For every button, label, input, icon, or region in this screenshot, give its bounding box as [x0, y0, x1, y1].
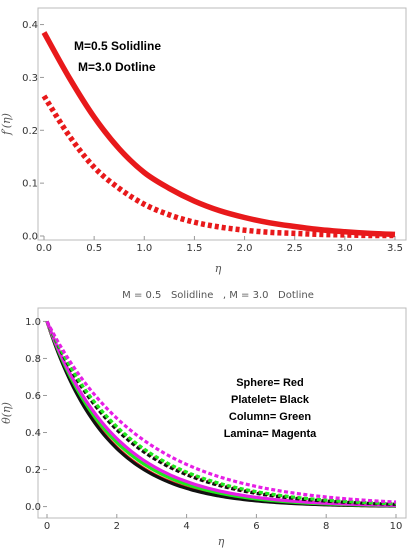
bottom-annotation-platelet: Platelet= Black	[231, 394, 310, 406]
top-x-tick-label: 3.5	[387, 243, 403, 254]
top-x-axis-label: η	[215, 262, 222, 275]
bottom-y-tick-label: 0.6	[25, 391, 41, 402]
bottom-chart: M = 0.5 Solidline , M = 3.0 Dotline 0 2 4 6…	[0, 290, 407, 548]
top-x-tick-label: 1.0	[136, 243, 152, 254]
bottom-y-tick-label: 0.8	[25, 354, 41, 365]
top-y-axis-label: f′(η)	[0, 113, 13, 136]
bottom-plot-frame	[37, 307, 407, 519]
top-x-tick-label: 0.5	[86, 243, 102, 254]
bottom-y-tick-label: 0.0	[25, 502, 41, 513]
top-annotation-solid: M=0.5 Solidline	[74, 39, 161, 53]
top-x-tick-label: 0.0	[36, 243, 52, 254]
bottom-y-tick-label: 1.0	[25, 317, 41, 328]
top-y-tick-label: 0.2	[22, 126, 38, 137]
top-series-0-solid-line	[41, 31, 396, 238]
top-x-tick-label: 2.0	[237, 243, 253, 254]
bottom-y-axis-label: θ(η)	[0, 402, 13, 424]
top-x-tick-label: 1.5	[186, 243, 202, 254]
bottom-annotation-column: Column= Green	[229, 411, 311, 423]
bottom-x-tick-label: 2	[114, 521, 120, 532]
bottom-x-tick-label: 8	[323, 521, 329, 532]
top-y-tick-label: 0.0	[22, 232, 38, 243]
bottom-series-3-solid-line	[45, 320, 397, 507]
bottom-series-7-dotted-line	[45, 320, 397, 504]
bottom-x-axis-label: η	[218, 535, 225, 548]
bottom-x-tick-label: 4	[183, 521, 189, 532]
top-annotation-dot: M=3.0 Dotline	[78, 60, 156, 74]
bottom-annotation-lamina: Lamina= Magenta	[224, 428, 317, 440]
bottom-series-6-dotted-line	[45, 320, 397, 506]
bottom-y-tick-label: 0.4	[25, 428, 41, 439]
top-x-tick-label: 2.5	[287, 243, 303, 254]
top-y-tick-label: 0.1	[22, 179, 38, 190]
bottom-x-tick-label: 0	[44, 521, 50, 532]
top-y-tick-label: 0.3	[22, 73, 38, 84]
top-plot-frame	[37, 7, 407, 241]
top-y-tick-label: 0.4	[22, 20, 38, 31]
bottom-chart-title: M = 0.5 Solidline , M = 3.0 Dotline	[122, 290, 314, 301]
bottom-x-tick-label: 6	[253, 521, 259, 532]
bottom-annotation-sphere: Sphere= Red	[236, 377, 304, 389]
bottom-x-tick-label: 10	[390, 521, 403, 532]
top-chart: 0.0 0.5 1.0 1.5 2.0 2.5 3.0 3.50.00.10.20.30.4 …	[0, 7, 407, 275]
top-x-tick-label: 3.0	[337, 243, 353, 254]
bottom-y-tick-label: 0.2	[25, 465, 41, 476]
